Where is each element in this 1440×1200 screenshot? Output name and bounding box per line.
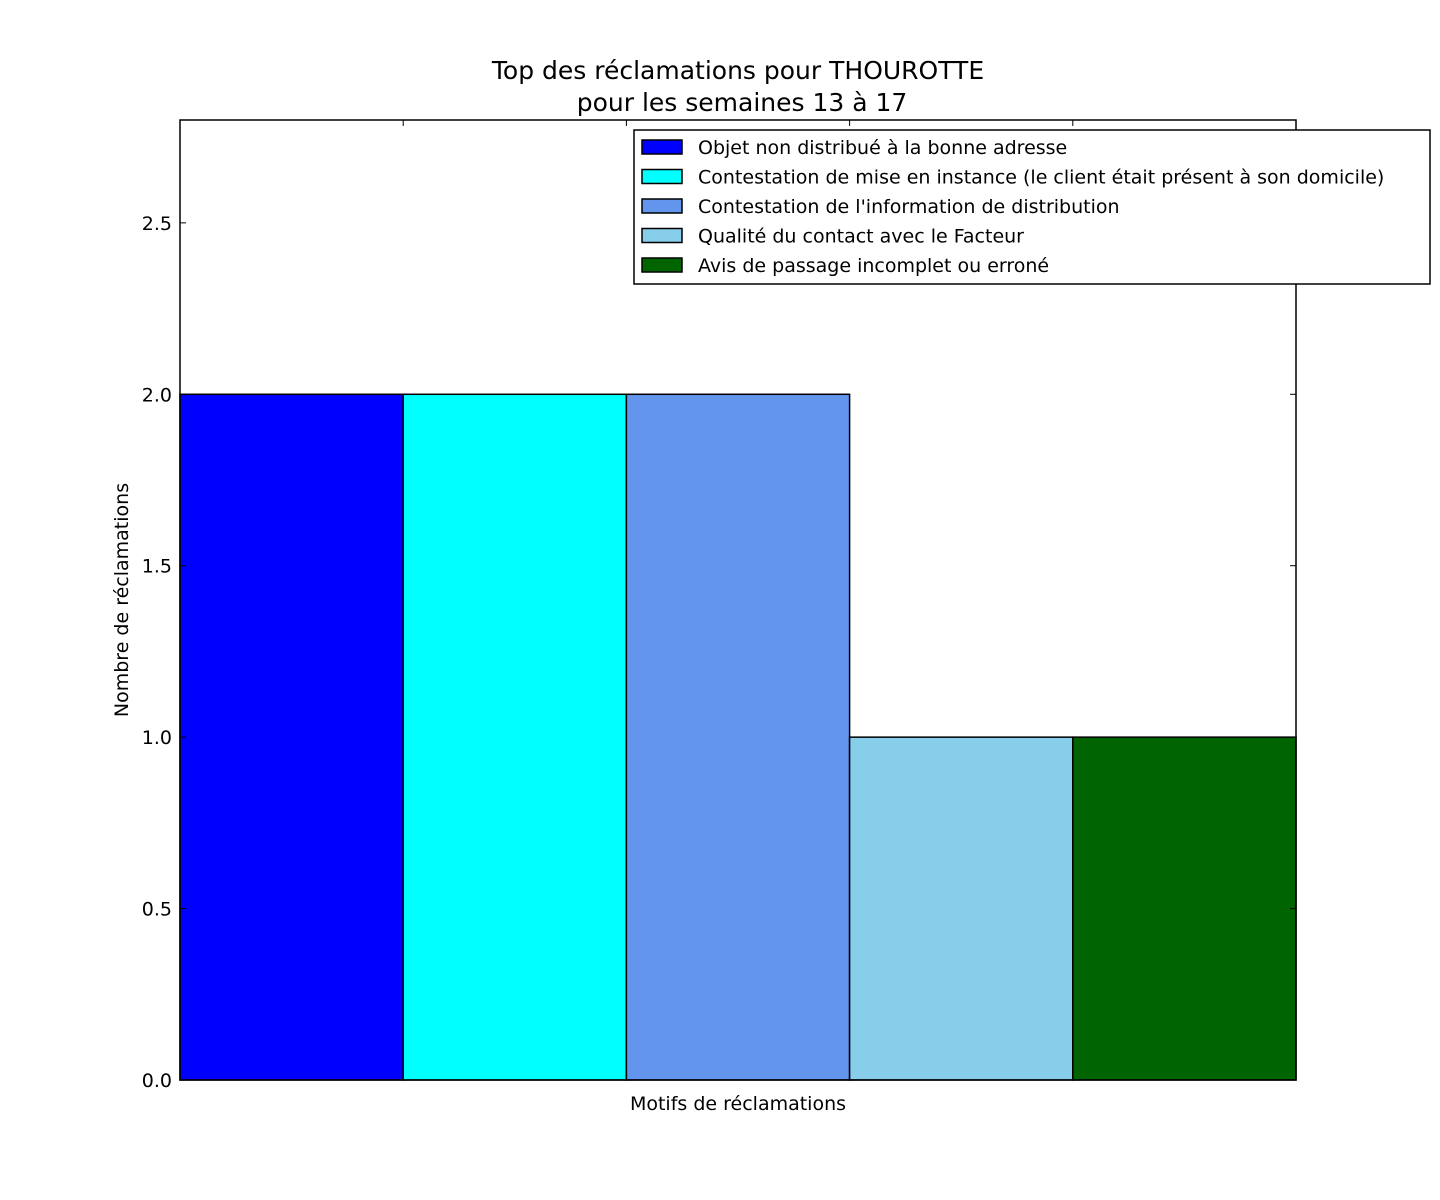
y-tick-label: 1.0	[142, 727, 172, 749]
legend-swatch-5	[641, 257, 683, 273]
legend-swatch-1	[641, 139, 683, 155]
legend-frame	[633, 129, 1431, 285]
y-axis-label: Nombre de réclamations	[111, 483, 133, 717]
legend-label-5: Avis de passage incomplet ou erroné	[698, 255, 1049, 277]
legend-label-3: Contestation de l'information de distrib…	[698, 196, 1120, 218]
legend-label-2: Contestation de mise en instance (le cli…	[698, 167, 1384, 189]
legend-label-1: Objet non distribué à la bonne adresse	[698, 137, 1067, 159]
y-tick-label: 2.0	[142, 384, 172, 406]
chart-title-line-1: Top des réclamations pour THOUROTTE	[491, 56, 984, 85]
bar-1	[179, 393, 404, 1081]
ticks-layer: 0.0 0.5 1.0 1.5 2.0 2.5	[142, 120, 1296, 1092]
bars-layer	[179, 393, 1297, 1081]
chart-title-line-2: pour les semaines 13 à 17	[577, 88, 908, 117]
bar-3	[625, 393, 851, 1081]
legend-swatch-2	[641, 168, 683, 185]
legend: Objet non distribué à la bonne adresse Co…	[633, 129, 1431, 285]
y-tick-label: 1.5	[142, 556, 172, 578]
bar-4	[848, 736, 1074, 1081]
plot-frame	[179, 119, 1297, 1081]
bar-2	[402, 393, 628, 1081]
legend-label-4: Qualité du contact avec le Facteur	[698, 226, 1024, 248]
legend-swatch-4	[641, 227, 683, 244]
y-tick-label: 0.0	[142, 1070, 172, 1092]
y-tick-label: 0.5	[142, 899, 172, 921]
x-axis-label: Motifs de réclamations	[630, 1093, 846, 1115]
bar-5	[1072, 736, 1297, 1081]
chart-title: Top des réclamations pour THOUROTTE pour…	[491, 56, 984, 117]
y-tick-label: 2.5	[142, 213, 172, 235]
legend-swatch-3	[641, 198, 683, 214]
